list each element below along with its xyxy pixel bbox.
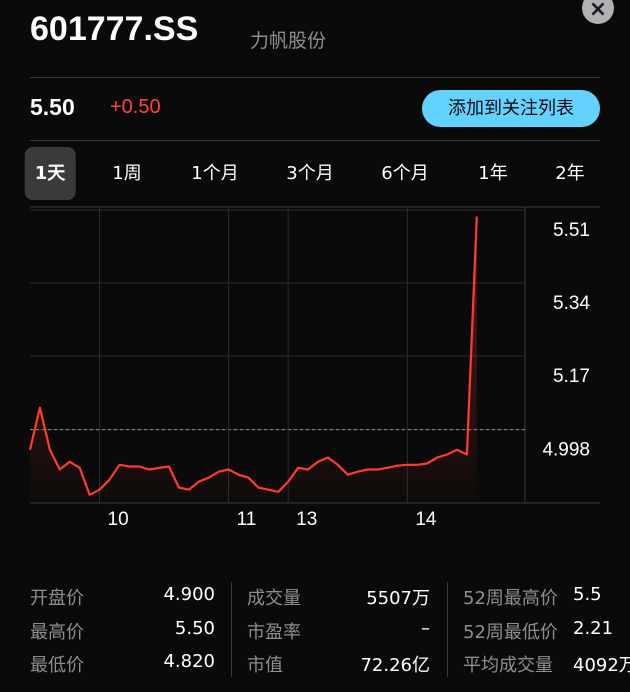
stat-label: 市盈率 <box>247 622 301 643</box>
y-tick-label: 5.17 <box>553 366 590 387</box>
range-tab[interactable]: 1天 <box>24 147 76 200</box>
chart: 5.51 5.34 5.17 4.998 10 11 13 14 <box>28 206 600 530</box>
stat-label: 最低价 <box>30 655 84 676</box>
range-tab[interactable]: 3个月 <box>286 163 334 184</box>
stat-value: 4092万 <box>573 655 630 676</box>
x-tick-label: 13 <box>296 509 317 530</box>
stat-label: 最高价 <box>30 622 84 643</box>
stat-value: 2.21 <box>573 618 614 639</box>
line-area <box>30 216 477 503</box>
stat-value: 5507万 <box>366 588 430 609</box>
range-tab[interactable]: 1个月 <box>191 163 239 184</box>
y-tick-label: 5.51 <box>553 220 590 241</box>
range-tab[interactable]: 2年 <box>555 163 585 184</box>
range-tab[interactable]: 6个月 <box>381 163 429 184</box>
divider <box>231 582 232 677</box>
price-change: +0.50 <box>110 96 161 118</box>
stat-value: – <box>421 618 430 639</box>
range-tab[interactable]: 1年 <box>478 163 508 184</box>
stat-label: 52周最高价 <box>463 588 558 609</box>
stat-value: 5.5 <box>573 584 602 605</box>
stat-value: 72.26亿 <box>360 655 430 676</box>
price-line <box>28 216 478 496</box>
company-name: 力帆股份 <box>250 30 327 52</box>
stat-value: 4.820 <box>163 651 215 672</box>
stat-label: 成交量 <box>247 588 301 609</box>
x-tick-label: 10 <box>108 509 129 530</box>
stat-value: 5.50 <box>174 618 215 639</box>
stat-label: 平均成交量 <box>463 655 553 676</box>
y-tick-label: 4.998 <box>542 440 590 461</box>
stat-value: 4.900 <box>163 584 215 605</box>
symbol: 601777.SS <box>30 10 199 48</box>
price: 5.50 <box>30 94 75 120</box>
divider <box>30 77 600 78</box>
stat-label: 52周最低价 <box>463 622 558 643</box>
stat-label: 开盘价 <box>30 588 84 609</box>
x-tick-label: 14 <box>415 509 437 530</box>
divider <box>30 140 600 141</box>
y-tick-label: 5.34 <box>553 293 590 314</box>
stat-label: 市值 <box>247 655 283 676</box>
divider <box>447 582 448 677</box>
close-button[interactable]: × <box>582 0 614 24</box>
watchlist-button[interactable]: 添加到关注列表 <box>422 90 600 127</box>
range-tab[interactable]: 1周 <box>112 163 142 184</box>
x-tick-label: 11 <box>237 509 257 530</box>
